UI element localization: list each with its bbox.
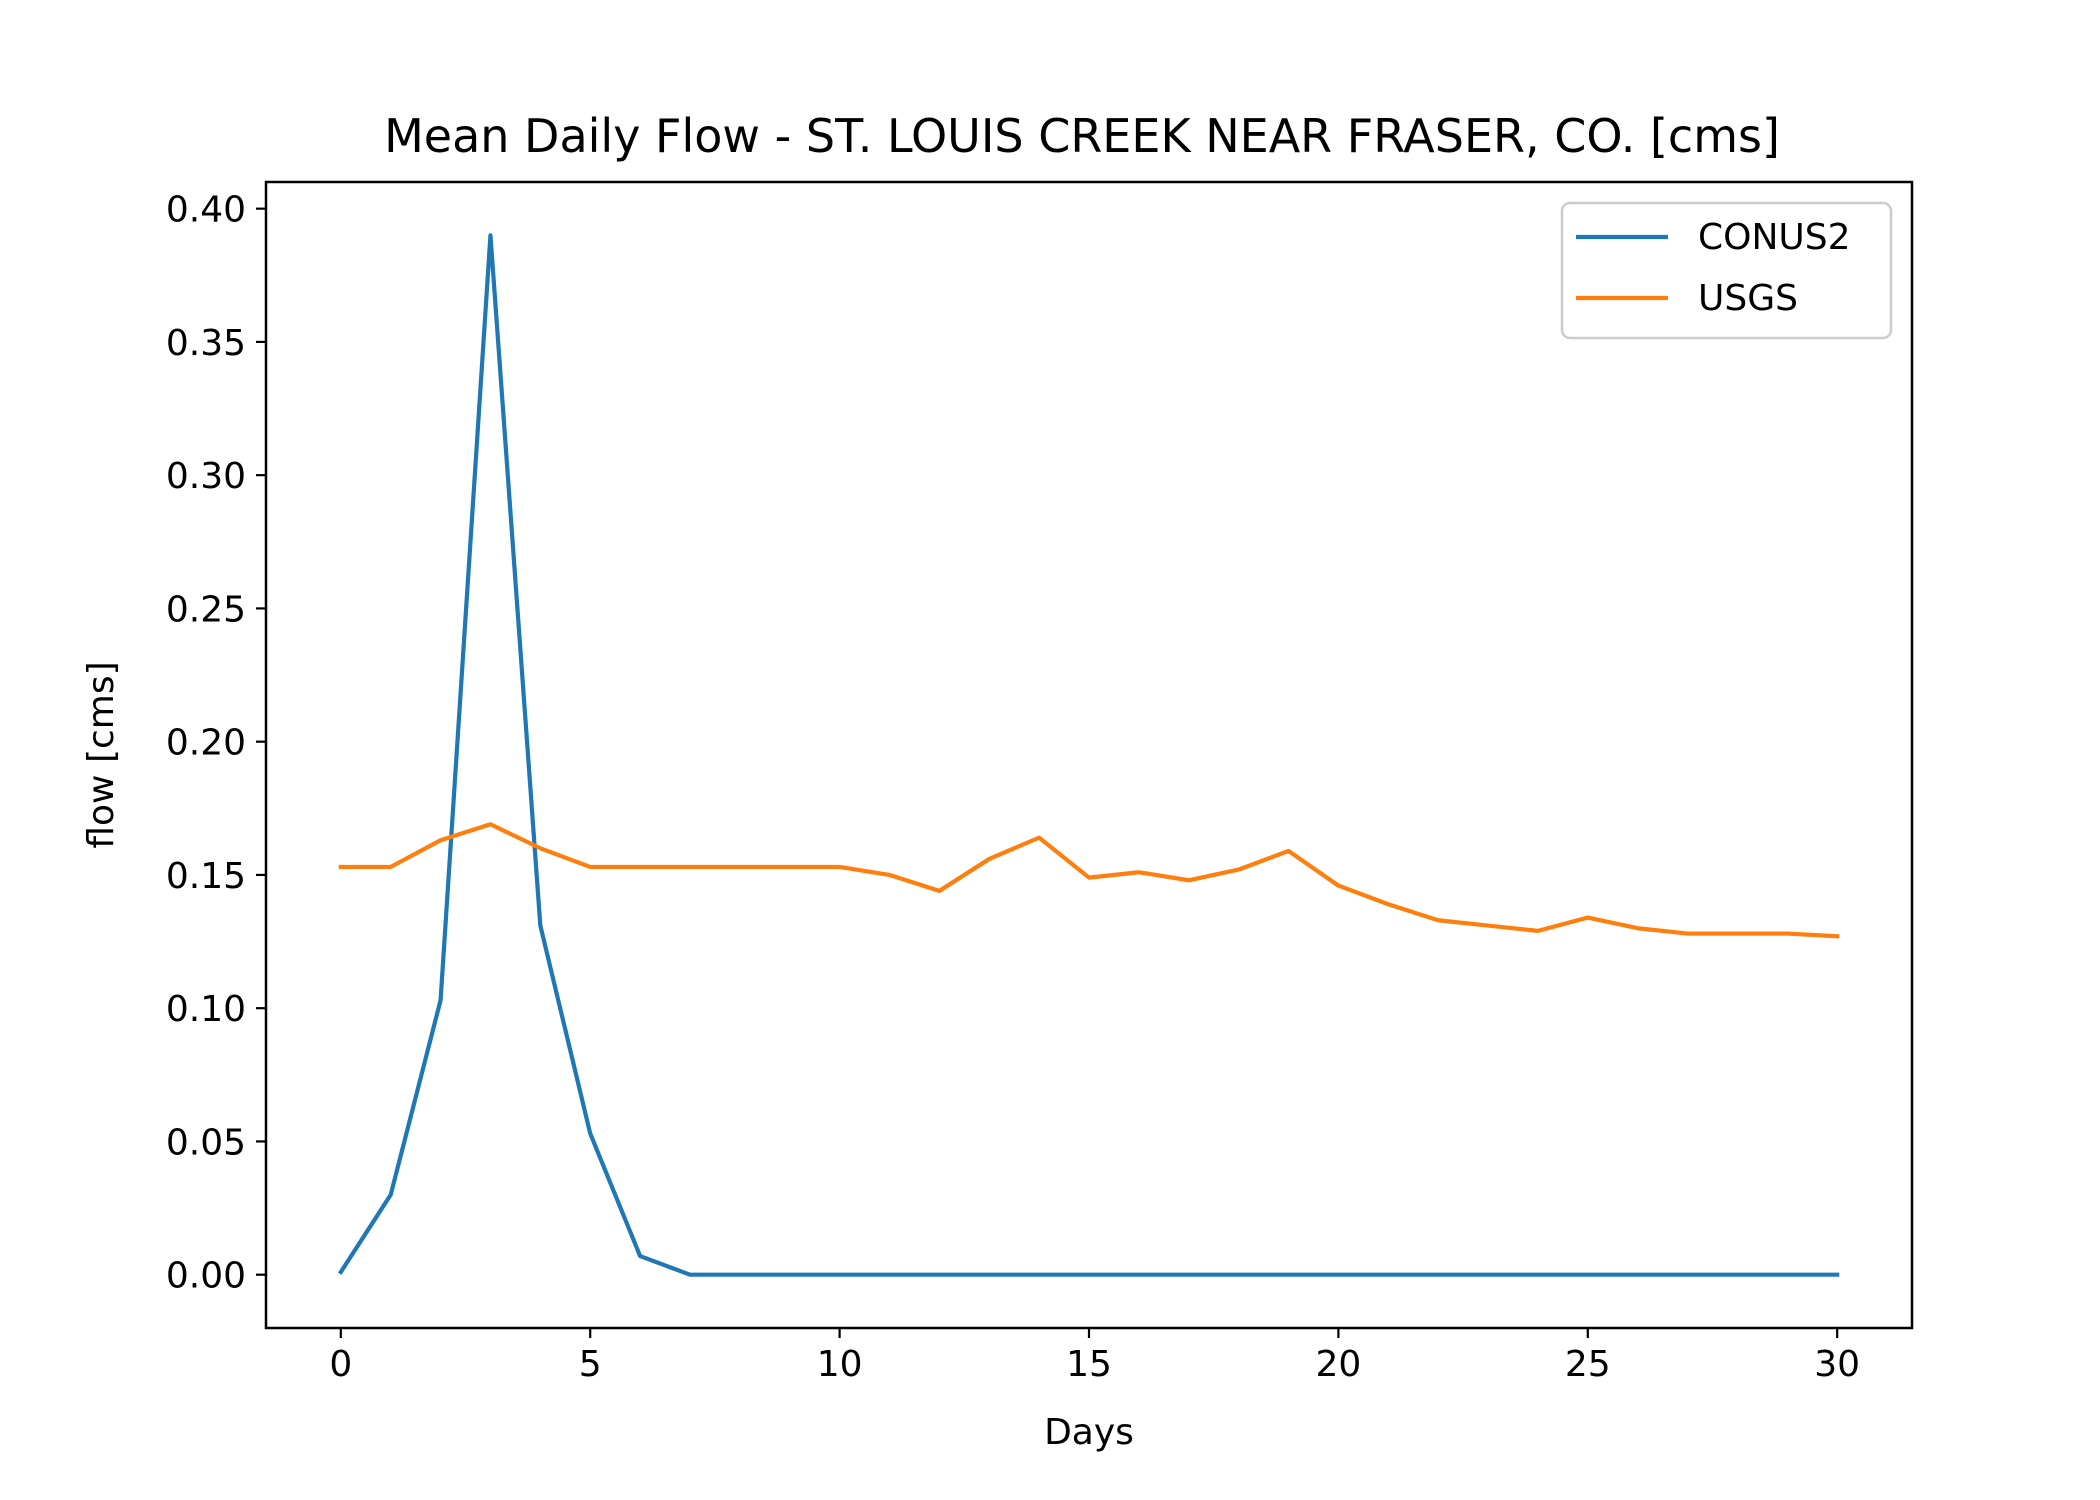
y-axis: 0.00 0.05 0.10 0.15 0.20 0.25 0.30 0.35 0.40 xyxy=(166,190,266,1297)
series-line-conus2 xyxy=(337,233,1840,1277)
y-tick-label: 0.15 xyxy=(166,856,246,897)
x-tick-label: 10 xyxy=(817,1344,863,1385)
y-tick-label: 0.35 xyxy=(166,323,246,364)
series-layer xyxy=(337,233,1840,1277)
y-tick-label: 0.05 xyxy=(166,1122,246,1163)
x-tick-label: 0 xyxy=(329,1344,352,1385)
plot-background xyxy=(266,182,1912,1328)
x-tick-label: 5 xyxy=(579,1344,602,1385)
x-tick-label: 30 xyxy=(1814,1344,1860,1385)
y-tick-label: 0.20 xyxy=(166,723,246,764)
x-axis: 0 5 10 15 20 25 30 xyxy=(329,1328,1860,1385)
y-tick-label: 0.40 xyxy=(166,190,246,231)
y-tick-label: 0.25 xyxy=(166,589,246,630)
y-axis-label: flow [cms] xyxy=(81,661,122,848)
plot-area xyxy=(264,180,1914,1330)
y-tick-label: 0.30 xyxy=(166,456,246,497)
series-line-usgs xyxy=(338,822,1840,939)
y-tick-label: 0.00 xyxy=(166,1256,246,1297)
x-axis-label: Days xyxy=(1044,1412,1134,1453)
legend: CONUS2 USGS xyxy=(1560,201,1893,340)
legend-label-usgs: USGS xyxy=(1698,278,1798,319)
x-tick-label: 20 xyxy=(1315,1344,1361,1385)
x-tick-label: 15 xyxy=(1066,1344,1112,1385)
y-tick-label: 0.10 xyxy=(166,989,246,1030)
chart-title: Mean Daily Flow - ST. LOUIS CREEK NEAR F… xyxy=(384,109,1780,163)
x-tick-label: 25 xyxy=(1565,1344,1611,1385)
legend-label-conus2: CONUS2 xyxy=(1698,217,1851,258)
